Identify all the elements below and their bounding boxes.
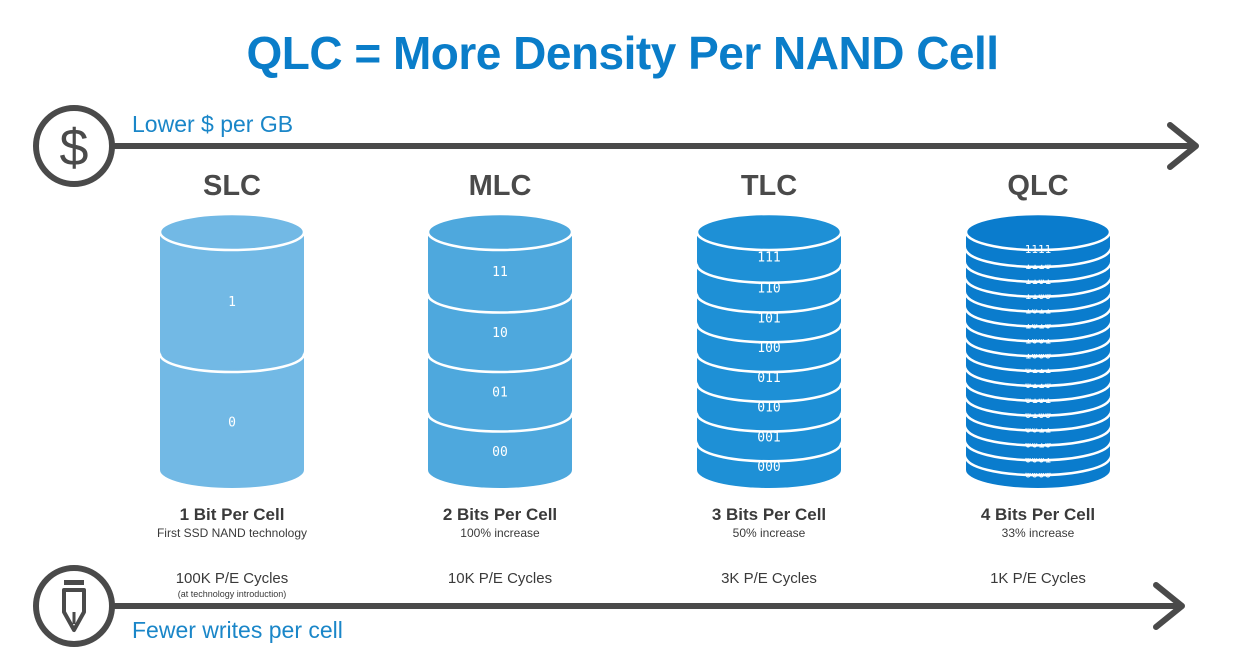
cell-bit-label: 000 bbox=[757, 460, 780, 475]
cell-stack-mlc: 00 01 10 11 bbox=[426, 212, 574, 488]
cell-bit-label: 1111 bbox=[1025, 243, 1052, 256]
bits-per-cell-label: 3 Bits Per Cell bbox=[711, 505, 827, 524]
column-slc-header: SLC bbox=[132, 170, 332, 203]
cell-bit-label: 101 bbox=[757, 311, 780, 326]
column-description: First SSD NAND technology bbox=[156, 526, 308, 540]
column-title: QLC bbox=[1007, 170, 1069, 202]
cell-bit-label: 110 bbox=[757, 282, 780, 297]
page-title: QLC = More Density Per NAND Cell bbox=[246, 27, 999, 79]
pe-cycles-note: (at technology introduction) bbox=[177, 589, 287, 599]
bottom-axis-label: Fewer writes per cell bbox=[132, 617, 343, 643]
pen-icon bbox=[33, 565, 115, 647]
column-description: 100% increase bbox=[460, 526, 540, 540]
column-mlc-cycles: 10K P/E Cycles bbox=[400, 570, 600, 587]
column-mlc-caption: 2 Bits Per Cell 100% increase bbox=[400, 505, 600, 540]
cell-stack-qlc: 0000000100100011010001010110011110001001… bbox=[964, 212, 1112, 488]
bits-per-cell-label: 4 Bits Per Cell bbox=[980, 505, 1096, 524]
column-tlc-caption: 3 Bits Per Cell 50% increase bbox=[669, 505, 869, 540]
cell-bit-label: 111 bbox=[757, 250, 780, 265]
cell-level: 111 bbox=[695, 212, 843, 280]
column-tlc-cycles: 3K P/E Cycles bbox=[669, 570, 869, 587]
column-title: TLC bbox=[740, 170, 798, 202]
cell-bit-label: 1 bbox=[228, 295, 236, 310]
top-axis: $ bbox=[33, 105, 1199, 187]
cell-bit-label: 00 bbox=[492, 445, 508, 460]
pe-cycles: 1K P/E Cycles bbox=[990, 570, 1086, 587]
column-mlc-header: MLC bbox=[400, 170, 600, 203]
cell-stack-tlc: 000 001 010 011 100 101 110 111 bbox=[695, 212, 843, 488]
cell-level: 1 bbox=[158, 212, 306, 369]
cell-stacks: 0100011011000001010011100101110111000000… bbox=[158, 212, 1112, 488]
pe-cycles: 3K P/E Cycles bbox=[721, 570, 817, 587]
column-qlc-header: QLC bbox=[938, 170, 1138, 203]
cell-stack-slc: 01 bbox=[158, 212, 306, 488]
cell-level: 11 bbox=[426, 212, 574, 310]
cell-bit-label: 010 bbox=[757, 401, 780, 416]
column-tlc-header: TLC bbox=[669, 170, 869, 203]
dollar-icon: $ bbox=[33, 105, 115, 187]
cell-bit-label: 0 bbox=[228, 415, 236, 430]
bits-per-cell-label: 1 Bit Per Cell bbox=[179, 505, 285, 524]
top-axis-label: Lower $ per GB bbox=[132, 111, 294, 137]
cell-bit-label: 11 bbox=[492, 265, 508, 280]
cell-level: 1111 bbox=[964, 212, 1112, 265]
column-description: 50% increase bbox=[732, 526, 806, 540]
svg-text:$: $ bbox=[60, 119, 89, 177]
column-title: MLC bbox=[468, 170, 532, 202]
pe-cycles: 10K P/E Cycles bbox=[447, 570, 553, 587]
cell-bit-label: 011 bbox=[757, 371, 780, 386]
pe-cycles: 100K P/E Cycles bbox=[175, 570, 289, 587]
column-description: 33% increase bbox=[1001, 526, 1075, 540]
cell-bit-label: 100 bbox=[757, 341, 780, 356]
top-axis-arrowhead bbox=[1167, 122, 1199, 170]
bottom-axis-arrowhead bbox=[1153, 582, 1185, 630]
cell-bit-label: 001 bbox=[757, 430, 780, 445]
bottom-axis bbox=[33, 565, 1185, 647]
column-slc-caption: 1 Bit Per Cell First SSD NAND technology bbox=[132, 505, 332, 540]
column-slc-cycles: 100K P/E Cycles (at technology introduct… bbox=[132, 570, 332, 599]
cell-bit-label: 01 bbox=[492, 386, 508, 401]
column-qlc-caption: 4 Bits Per Cell 33% increase bbox=[938, 505, 1138, 540]
column-title: SLC bbox=[203, 170, 261, 202]
cell-bit-label: 10 bbox=[492, 326, 508, 341]
column-qlc-cycles: 1K P/E Cycles bbox=[938, 570, 1138, 587]
bits-per-cell-label: 2 Bits Per Cell bbox=[442, 505, 558, 524]
